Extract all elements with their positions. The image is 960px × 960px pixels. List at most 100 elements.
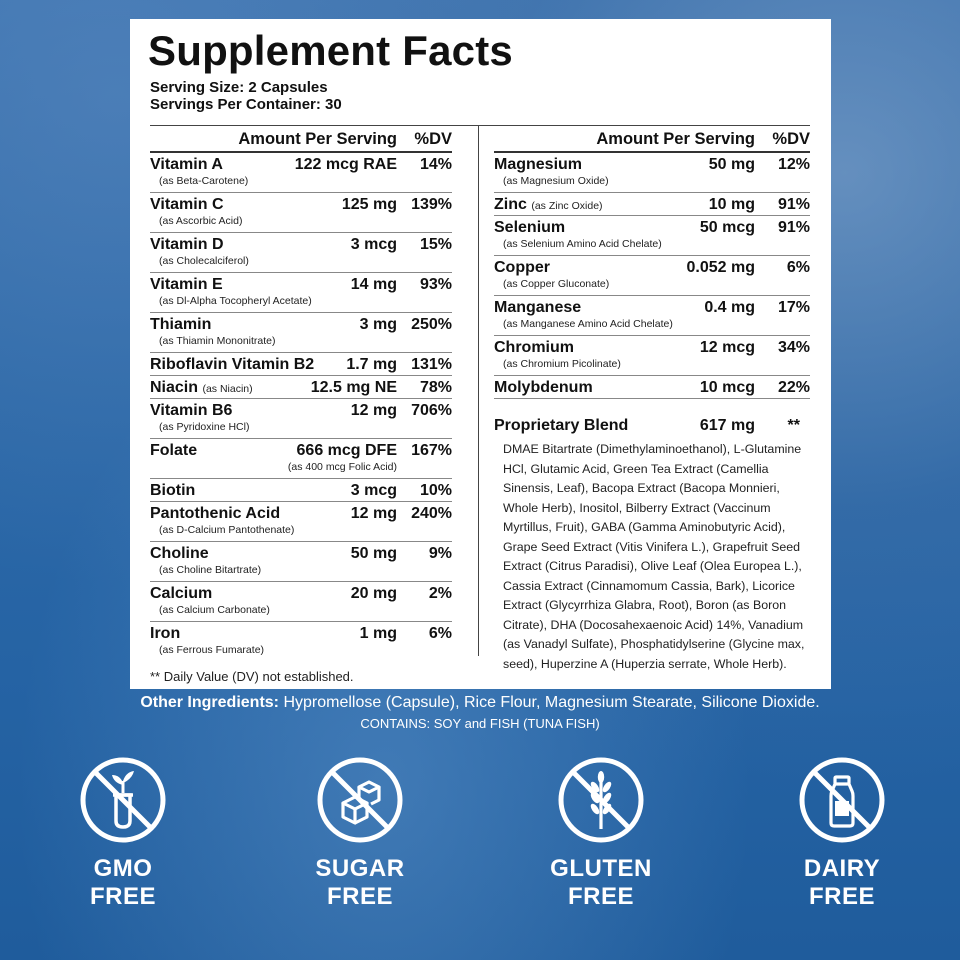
left-column: Amount Per Serving %DV Vitamin A (as Beta… — [150, 126, 452, 661]
nutrient-dv: 131% — [411, 356, 452, 373]
nutrient-dv: 240% — [411, 505, 452, 522]
nutrient-dv: 6% — [786, 259, 810, 276]
nutrient-row: Vitamin C (as Ascorbic Acid) 125 mg 139% — [150, 193, 452, 233]
nutrient-name-text: Vitamin D — [150, 236, 224, 253]
nutrient-name: Chromium — [494, 339, 574, 357]
nutrient-source: (as Ferrous Fumarate) — [159, 644, 265, 656]
nutrient-source: (as Niacin) — [202, 383, 253, 395]
nutrient-name-text: Niacin — [150, 379, 199, 396]
nutrient-amount: 3 mg — [359, 316, 397, 333]
blend-ingredients: DMAE Bitartrate (Dimethylaminoethanol), … — [503, 442, 805, 671]
nutrient-row: Vitamin E (as Dl-Alpha Tocopheryl Acetate… — [150, 273, 452, 313]
nutrient-amount: 122 mcg RAE — [294, 156, 397, 173]
nutrient-row: Pantothenic Acid (as D-Calcium Pantothena… — [150, 502, 452, 542]
nutrient-source: (as Magnesium Oxide) — [503, 175, 609, 187]
nutrient-name: Molybdenum — [494, 379, 593, 397]
nutrient-name: Calcium — [150, 585, 212, 603]
dairy-free-badge: DAIRY FREE — [782, 755, 902, 911]
serving-size: Serving Size: 2 Capsules — [150, 79, 328, 96]
nutrient-source: (as Copper Gluconate) — [503, 278, 610, 290]
nutrient-source: (as Choline Bitartrate) — [159, 564, 262, 576]
nutrient-source: (as Pyridoxine HCl) — [159, 421, 250, 433]
nutrient-name: Zinc (as Zinc Oxide) — [494, 196, 603, 214]
nutrient-source: (as Chromium Picolinate) — [503, 358, 621, 370]
no-gmo-icon — [80, 757, 166, 843]
amount-note: (as 400 mcg Folic Acid) — [287, 461, 397, 473]
nutrient-source: (as Ascorbic Acid) — [159, 215, 243, 227]
nutrient-name-text: Thiamin — [150, 316, 212, 333]
nutrient-source: (as Calcium Carbonate) — [159, 604, 270, 616]
left-header: Amount Per Serving %DV — [150, 126, 452, 153]
nutrient-dv: 15% — [419, 236, 452, 253]
badge-line2: FREE — [89, 883, 156, 910]
no-gluten-icon — [558, 757, 644, 843]
no-dairy-icon — [799, 757, 885, 843]
nutrient-dv: 91% — [777, 196, 810, 213]
nutrient-name-text: Calcium — [150, 585, 213, 602]
supplement-facts-panel: Supplement Facts Serving Size: 2 Capsule… — [130, 19, 831, 689]
nutrient-amount: 1 mg — [359, 625, 397, 642]
other-ingredients-text: Hypromellose (Capsule), Rice Flour, Magn… — [283, 694, 820, 711]
badge-line1: SUGAR — [315, 855, 405, 882]
nutrient-amount: 12 mg — [350, 505, 397, 522]
nutrient-source: (as Beta-Carotene) — [159, 175, 249, 187]
blend-name: Proprietary Blend — [494, 417, 629, 434]
nutrient-source: (as Dl-Alpha Tocopheryl Acetate) — [159, 295, 312, 307]
panel-title: Supplement Facts — [148, 27, 513, 74]
nutrient-name-text: Vitamin A — [150, 156, 223, 173]
nutrient-name: Magnesium — [494, 156, 582, 174]
nutrient-name: Choline — [150, 545, 209, 563]
nutrient-row: Zinc (as Zinc Oxide) 10 mg 91% — [494, 193, 810, 216]
right-rows: Magnesium (as Magnesium Oxide) 50 mg 12% Zin… — [494, 153, 810, 399]
nutrient-dv: 6% — [428, 625, 452, 642]
nutrient-dv: 78% — [419, 379, 452, 396]
nutrient-amount: 0.052 mg — [686, 259, 755, 276]
nutrient-amount: 50 mcg — [699, 219, 755, 236]
nutrient-row: Iron (as Ferrous Fumarate) 1 mg 6% — [150, 622, 452, 661]
nutrient-name: Thiamin — [150, 316, 211, 334]
nutrient-row: Selenium (as Selenium Amino Acid Chelate)… — [494, 216, 810, 256]
nutrient-dv: 22% — [777, 379, 810, 396]
nutrient-row: Riboflavin Vitamin B2 1.7 mg 131% — [150, 353, 452, 376]
nutrient-name: Vitamin B6 — [150, 402, 232, 420]
nutrient-dv: 14% — [419, 156, 452, 173]
nutrient-row: Vitamin A (as Beta-Carotene) 122 mcg RAE 14… — [150, 153, 452, 193]
nutrient-name-text: Zinc — [494, 196, 527, 213]
nutrient-amount: 20 mg — [350, 585, 397, 602]
other-ingredients-label: Other Ingredients: — [140, 694, 279, 711]
nutrient-amount: 3 mcg — [350, 482, 397, 499]
left-rows: Vitamin A (as Beta-Carotene) 122 mcg RAE 14… — [150, 153, 452, 661]
blend-header: Proprietary Blend 617 mg ** — [494, 417, 810, 437]
nutrient-source: (as Manganese Amino Acid Chelate) — [503, 318, 673, 330]
badge-line1: GMO — [93, 855, 153, 882]
nutrient-dv: 17% — [777, 299, 810, 316]
nutrient-amount: 666 mcg DFE — [296, 442, 397, 459]
nutrient-name-text: Molybdenum — [494, 379, 593, 396]
nutrient-name-text: Choline — [150, 545, 209, 562]
nutrient-dv: 34% — [777, 339, 810, 356]
dv-header: %DV — [772, 130, 810, 148]
column-divider — [478, 126, 479, 656]
nutrient-name-text: Manganese — [494, 299, 582, 316]
nutrient-name-text: Selenium — [494, 219, 566, 236]
nutrient-row: Vitamin B6 (as Pyridoxine HCl) 12 mg 706% — [150, 399, 452, 439]
nutrient-name-text: Iron — [150, 625, 181, 642]
nutrient-name: Pantothenic Acid — [150, 505, 280, 523]
nutrient-dv: 706% — [411, 402, 452, 419]
nutrient-amount: 50 mg — [350, 545, 397, 562]
nutrient-name-text: Folate — [150, 442, 198, 459]
nutrient-name-text: Pantothenic Acid — [150, 505, 281, 522]
badge-line1: GLUTEN — [550, 855, 652, 882]
nutrient-source: (as Thiamin Mononitrate) — [159, 335, 276, 347]
servings-per-container: Servings Per Container: 30 — [150, 96, 342, 113]
nutrient-dv: 91% — [777, 219, 810, 236]
nutrient-dv: 139% — [411, 196, 452, 213]
nutrient-amount: 50 mg — [708, 156, 755, 173]
nutrient-source: (as Zinc Oxide) — [531, 200, 603, 212]
nutrient-name: Selenium — [494, 219, 565, 237]
nutrient-name-text: Magnesium — [494, 156, 583, 173]
serving-info: Serving Size: 2 Capsules Servings Per Co… — [150, 79, 342, 113]
nutrient-dv: 2% — [428, 585, 452, 602]
nutrient-name: Vitamin A — [150, 156, 223, 174]
nutrient-name: Riboflavin Vitamin B2 — [150, 356, 314, 374]
